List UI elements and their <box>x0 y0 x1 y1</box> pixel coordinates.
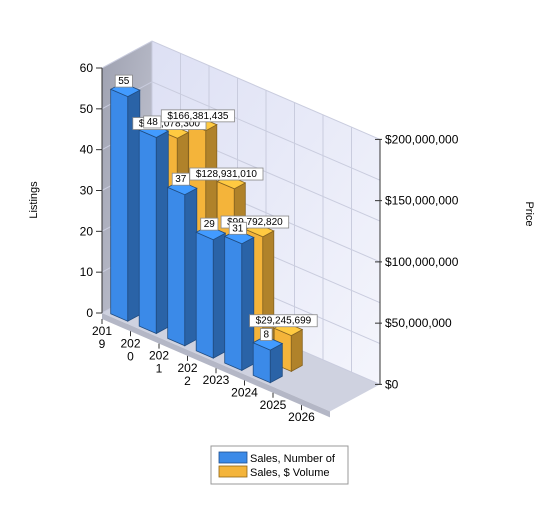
category-tick-label: 201 9 <box>92 324 112 351</box>
legend-swatch-sales-volume <box>218 465 248 478</box>
data-label-text: $150,078,300 <box>139 119 201 130</box>
data-label-box <box>228 221 247 235</box>
left-tick-label: 50 <box>80 102 94 116</box>
data-label-box <box>171 172 190 186</box>
data-label-text: 48 <box>147 117 159 128</box>
data-label-text: 55 <box>118 76 130 87</box>
bar-side-face <box>212 232 226 359</box>
category-tick-label: 202 1 <box>149 349 169 376</box>
left-tick-label: 30 <box>80 184 94 198</box>
left-tick-label: 40 <box>80 143 94 157</box>
floor-edge <box>102 313 330 418</box>
legend-label-sales-number: Sales, Number of <box>250 453 336 465</box>
chart-legend: Sales, Number of Sales, $ Volume <box>210 445 349 485</box>
right-axis-title: Price <box>523 201 535 226</box>
right-tick-label: $50,000,000 <box>385 316 452 330</box>
data-label-sales-number: 55 <box>114 74 133 88</box>
bar-front-face <box>224 235 243 372</box>
bar-front-face <box>110 88 129 322</box>
data-label-sales-number: 31 <box>228 221 247 235</box>
bar-side-face <box>290 328 303 373</box>
chart-data-labels: $150,078,300$166,381,435 $128,931,010 $99,… <box>114 74 318 341</box>
bar-side-face <box>155 130 169 335</box>
data-label-box <box>200 217 219 231</box>
category-tick-label: 202 2 <box>177 361 197 388</box>
left-tick-label: 20 <box>80 224 94 238</box>
legend-label-sales-volume: Sales, $ Volume <box>250 467 330 479</box>
right-tick-label: $150,000,000 <box>385 194 459 208</box>
right-tick-label: $200,000,000 <box>385 132 459 146</box>
bar-sales-number <box>252 335 284 384</box>
data-label-box <box>260 328 273 341</box>
left-tick-label: 60 <box>80 61 94 75</box>
left-axis-title: Listings <box>28 181 40 219</box>
data-label-box <box>114 74 133 88</box>
bar-front-face <box>167 186 186 347</box>
data-label-text: $128,931,010 <box>196 169 258 180</box>
legend-swatch-sales-number <box>218 451 248 464</box>
bar-sales-number <box>138 123 170 335</box>
data-label-text: 8 <box>264 330 270 341</box>
bar-sales-number <box>166 180 198 347</box>
right-tick-label: $100,000,000 <box>385 255 459 269</box>
data-label-box <box>249 314 318 328</box>
data-label-text: 29 <box>204 219 216 230</box>
left-tick-label: 0 <box>86 306 93 320</box>
data-label-text: $99,792,820 <box>227 217 283 228</box>
data-label-sales-volume: $166,381,435 <box>160 109 235 123</box>
category-tick-label: 2024 <box>231 386 258 400</box>
bar-front-face <box>195 231 214 359</box>
bar-side-face <box>184 187 198 347</box>
category-tick-label: 202 0 <box>120 336 140 363</box>
data-label-text: 31 <box>232 223 244 234</box>
data-label-sales-volume: $128,931,010 <box>189 167 264 181</box>
data-label-sales-number: 48 <box>143 115 162 129</box>
data-label-sales-number: 37 <box>171 172 190 186</box>
right-tick-label: $0 <box>385 377 399 391</box>
data-label-sales-number: 8 <box>260 328 273 341</box>
data-label-box <box>143 115 162 129</box>
bar-front-face <box>138 129 157 335</box>
bar-side-face <box>241 236 255 372</box>
chart-axes: 0 10 20 30 40 50 60 $0 $50,000,000 $100,000,000 $1… <box>80 61 459 424</box>
category-tick-label: 2025 <box>260 398 287 412</box>
data-label-sales-volume: $29,245,699 <box>249 314 318 328</box>
category-tick-label: 2026 <box>288 410 315 424</box>
bar-sales-number <box>195 225 227 359</box>
left-tick-label: 10 <box>80 265 94 279</box>
data-label-text: 37 <box>175 174 187 185</box>
bar-sales-number <box>223 229 255 372</box>
data-label-text: $166,381,435 <box>167 111 229 122</box>
category-tick-label: 2023 <box>203 373 230 387</box>
data-label-sales-number: 29 <box>200 217 219 231</box>
data-label-text: $29,245,699 <box>256 316 312 327</box>
